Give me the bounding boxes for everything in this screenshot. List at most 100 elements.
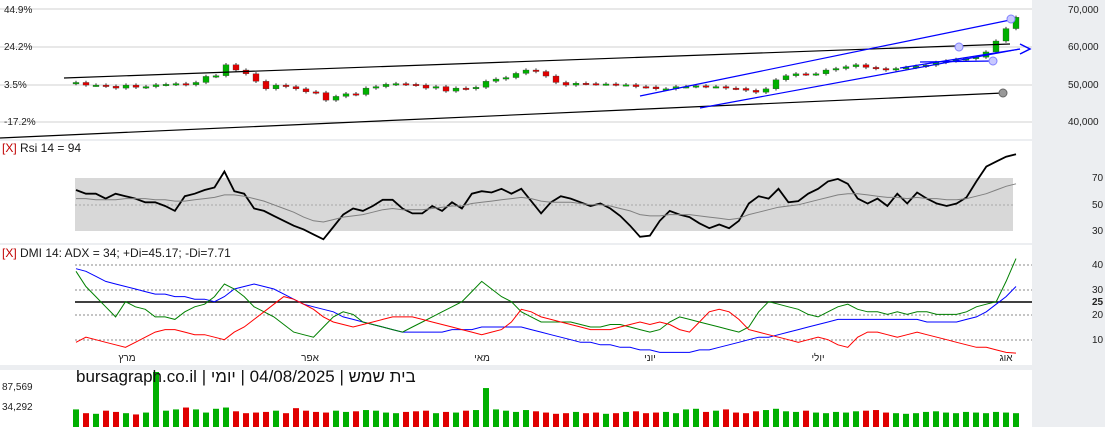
x-tick-april: אפר xyxy=(301,353,319,364)
volume-bar xyxy=(153,372,159,427)
price-panel xyxy=(0,0,1032,139)
pct-tick-3: -17.2% xyxy=(4,117,36,128)
candle-body xyxy=(152,84,160,87)
candle-body xyxy=(92,84,100,87)
candle-body xyxy=(302,88,310,93)
volume-bar xyxy=(733,412,739,427)
volume-bar xyxy=(913,413,919,427)
volume-bar xyxy=(353,411,359,427)
candle-body xyxy=(372,86,380,89)
candle-body xyxy=(282,84,290,87)
candle-body xyxy=(412,84,420,86)
x-tick-june: יוני xyxy=(644,353,656,364)
volume-bar xyxy=(333,410,339,427)
candle-body xyxy=(232,64,240,71)
volume-bar xyxy=(233,411,239,427)
circle-handle-icon[interactable] xyxy=(1006,14,1016,24)
volume-bar xyxy=(213,408,219,427)
dmi-close-button[interactable]: [X] xyxy=(2,246,17,260)
price-tick-0: 70,000 xyxy=(1068,5,1099,16)
volume-bar xyxy=(773,408,779,427)
volume-bar xyxy=(433,413,439,427)
candle-body xyxy=(512,73,520,78)
volume-bar xyxy=(783,411,789,427)
candle-body xyxy=(482,81,490,88)
volume-bar xyxy=(483,388,489,427)
volume-bar xyxy=(363,410,369,427)
volume-bar xyxy=(683,409,689,427)
volume-bar xyxy=(923,411,929,427)
volume-bar xyxy=(743,413,749,427)
volume-bar xyxy=(223,407,229,427)
volume-bar xyxy=(253,412,259,427)
candle-body xyxy=(262,81,270,90)
volume-bar xyxy=(593,412,599,427)
volume-bar xyxy=(973,412,979,427)
candle-body xyxy=(592,83,600,86)
arrow-right-icon xyxy=(1019,43,1032,55)
volume-bar xyxy=(303,410,309,427)
volume-bar xyxy=(263,411,269,427)
volume-bar xyxy=(663,411,669,427)
volume-bar xyxy=(853,411,859,427)
candle-body xyxy=(362,87,370,95)
candle-body xyxy=(562,82,570,86)
volume-bar xyxy=(573,411,579,427)
candle-body xyxy=(102,84,110,87)
support-trendline[interactable] xyxy=(0,92,1004,139)
resistance-trendline[interactable] xyxy=(63,43,1011,79)
adx-line xyxy=(75,268,1017,353)
candle-body xyxy=(402,83,410,86)
volume-bar xyxy=(323,412,329,427)
volume-bar xyxy=(633,411,639,427)
candle-body xyxy=(422,84,430,89)
candle-body xyxy=(112,86,120,89)
volume-bar xyxy=(703,411,709,427)
volume-bar xyxy=(493,409,499,427)
x-tick-august: אוג xyxy=(999,353,1013,364)
volume-bar xyxy=(293,408,299,427)
short-trendline[interactable] xyxy=(899,48,1021,69)
volume-bar xyxy=(583,413,589,427)
rsi-signal-line xyxy=(76,183,1017,223)
circle-handle-icon[interactable] xyxy=(954,42,964,52)
short-trendline-2[interactable] xyxy=(919,60,994,63)
candle-body xyxy=(872,67,880,70)
candle-body xyxy=(462,87,470,90)
channel-upper-line[interactable] xyxy=(639,18,1016,97)
pct-tick-2: 3.5% xyxy=(4,80,27,91)
volume-bar xyxy=(603,413,609,427)
candle-body xyxy=(762,88,770,93)
footer-stamp: bursagraph.co.il | בית שמש | 04/08/2025 … xyxy=(76,367,416,386)
candle-body xyxy=(492,78,500,82)
candle-body xyxy=(162,84,170,86)
volume-bar xyxy=(803,410,809,427)
plus-di-line xyxy=(75,258,1017,338)
footer-city: בית שמש xyxy=(349,367,416,386)
candle-body xyxy=(272,84,280,90)
volume-bar xyxy=(423,410,429,427)
volume-bar xyxy=(503,410,509,427)
volume-bar xyxy=(183,407,189,427)
candle-body xyxy=(312,91,320,94)
candle-body xyxy=(542,71,550,77)
channel-lower-line[interactable] xyxy=(699,48,1021,109)
circle-handle-icon[interactable] xyxy=(998,88,1008,98)
volume-bar xyxy=(563,413,569,427)
candle-body xyxy=(442,86,450,92)
dmi-tick-10: 10 xyxy=(1092,335,1104,346)
candle-body xyxy=(532,69,540,72)
candle-body xyxy=(502,77,510,80)
rsi-close-button[interactable]: [X] xyxy=(2,141,17,155)
candle-body xyxy=(202,76,210,83)
dmi-legend: DMI 14: ADX = 34; +Di=45.17; -Di=7.71 xyxy=(20,246,231,260)
candle-body xyxy=(182,83,190,86)
candle-body xyxy=(712,86,720,89)
circle-handle-icon[interactable] xyxy=(988,56,998,66)
volume-bar xyxy=(313,411,319,427)
candle-body xyxy=(82,82,90,86)
candle-body xyxy=(452,87,460,92)
candle-body xyxy=(862,64,870,68)
candle-body xyxy=(342,93,350,97)
